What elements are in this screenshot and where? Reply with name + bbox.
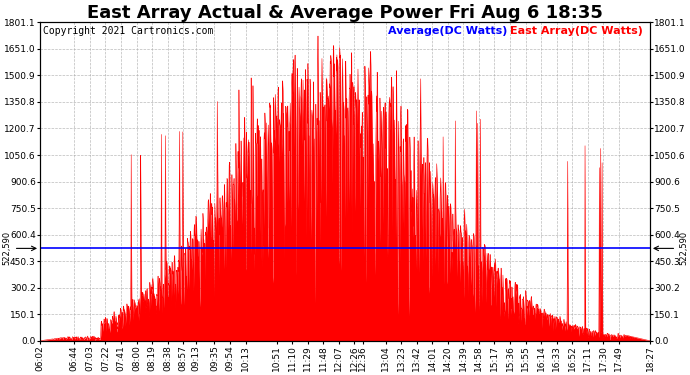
Text: East Array(DC Watts): East Array(DC Watts) (510, 26, 642, 36)
Title: East Array Actual & Average Power Fri Aug 6 18:35: East Array Actual & Average Power Fri Au… (87, 4, 603, 22)
Text: 522,590: 522,590 (2, 231, 36, 266)
Text: Average(DC Watts): Average(DC Watts) (388, 26, 507, 36)
Text: Copyright 2021 Cartronics.com: Copyright 2021 Cartronics.com (43, 26, 213, 36)
Text: 522,590: 522,590 (654, 231, 688, 266)
